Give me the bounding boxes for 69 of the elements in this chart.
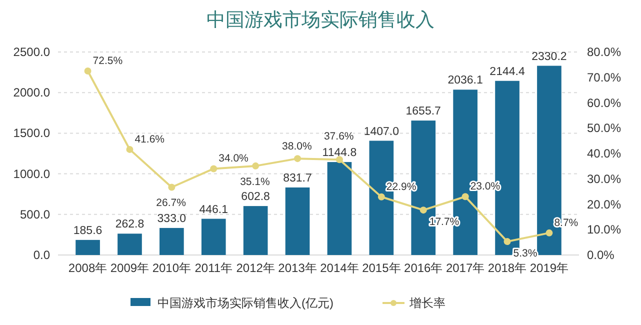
x-tick-label: 2019年 — [530, 261, 569, 275]
point — [420, 206, 427, 214]
y2-tick-label: 10.0% — [587, 222, 622, 237]
data-label: 35.1% — [240, 176, 270, 188]
x-tick-label: 2012年 — [236, 261, 275, 275]
x-tick-label: 2010年 — [152, 261, 192, 275]
x-tick-label: 2018年 — [488, 261, 527, 275]
bar — [201, 218, 226, 255]
data-label: 2144.4 — [490, 66, 526, 78]
data-label: 37.6% — [324, 130, 354, 143]
y2-tick-label: 70.0% — [587, 70, 622, 84]
point — [462, 193, 469, 200]
y2-tick-label: 80.0% — [587, 45, 622, 59]
data-label: 185.6 — [73, 224, 102, 237]
y2-tick-label: 50.0% — [587, 121, 622, 136]
bar — [327, 162, 352, 255]
bar — [285, 187, 310, 255]
bar — [243, 206, 268, 255]
point — [168, 184, 176, 191]
point — [210, 165, 218, 172]
y-tick-label: 2500.0 — [13, 45, 50, 59]
y2-tick-label: 20.0% — [587, 197, 622, 212]
point — [84, 68, 92, 75]
y2-tick-label: 40.0% — [587, 146, 622, 160]
y-tick-label: 1500.0 — [13, 126, 50, 140]
y2-tick-label: 60.0% — [587, 96, 622, 110]
y-tick-label: 500.0 — [20, 207, 50, 222]
legend-label: 中国游戏市场实际销售收入(亿元) — [158, 296, 334, 310]
data-label: 2330.2 — [532, 50, 567, 63]
x-tick-label: 2011年 — [194, 261, 233, 275]
data-label: 41.6% — [134, 133, 165, 146]
data-label: 1655.7 — [406, 106, 441, 118]
bar — [160, 228, 184, 255]
x-tick-label: 2015年 — [362, 261, 401, 275]
bar — [76, 240, 100, 255]
data-label: 72.5% — [92, 55, 123, 68]
point — [504, 238, 511, 246]
y-tick-label: 2000.0 — [13, 86, 50, 100]
point — [336, 156, 343, 164]
data-label: 1144.8 — [322, 147, 357, 160]
bar — [118, 234, 142, 255]
y2-tick-label: 30.0% — [587, 172, 622, 186]
point — [252, 162, 260, 170]
x-tick-label: 2017年 — [446, 261, 485, 275]
data-label: 2036.1 — [448, 74, 483, 87]
point — [378, 193, 385, 200]
data-label: 5.3% — [513, 248, 538, 260]
legend-label: 增长率 — [408, 296, 446, 310]
y-tick-label: 1000.0 — [13, 166, 50, 181]
x-tick-label: 2009年 — [110, 261, 150, 275]
chart-title: 中国游戏市场实际销售收入 — [206, 9, 434, 31]
data-label: 602.8 — [241, 191, 270, 204]
x-tick-label: 2013年 — [278, 261, 317, 275]
data-label: 446.1 — [199, 204, 228, 216]
x-tick-label: 2014年 — [320, 261, 359, 275]
point — [294, 155, 302, 162]
point — [546, 229, 553, 236]
y-tick-label: 0.0 — [33, 248, 50, 262]
data-label: 831.7 — [283, 172, 312, 184]
point — [126, 146, 134, 153]
x-tick-label: 2016年 — [404, 261, 443, 275]
data-label: 262.8 — [115, 218, 144, 231]
x-tick-label: 2008年 — [68, 261, 108, 275]
data-label: 1407.0 — [364, 126, 400, 138]
y2-tick-label: 0.0% — [587, 248, 615, 262]
data-label: 34.0% — [218, 152, 248, 165]
data-label: 38.0% — [282, 140, 312, 153]
data-label: 333.0 — [157, 212, 186, 225]
data-label: 26.7% — [156, 197, 186, 210]
